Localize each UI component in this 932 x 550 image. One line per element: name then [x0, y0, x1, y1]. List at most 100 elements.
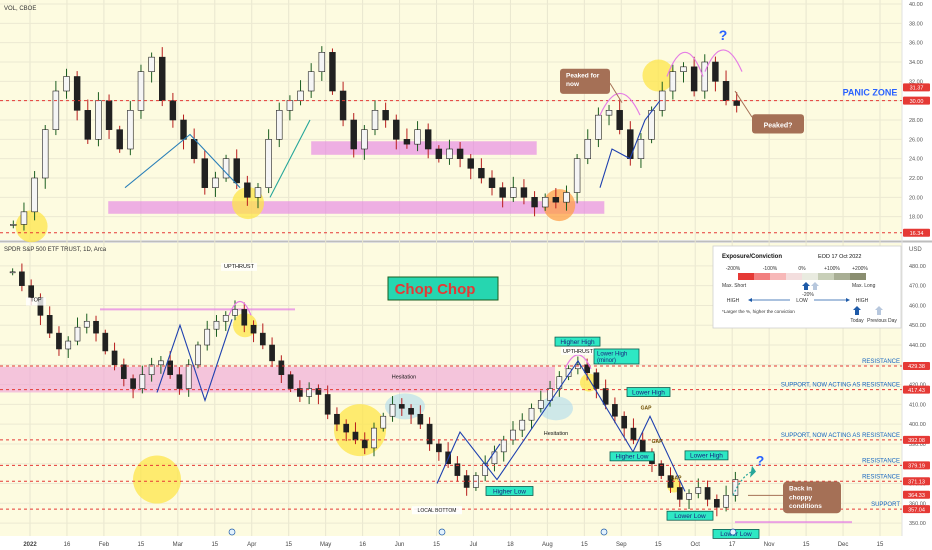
vix-candle — [254, 187, 262, 198]
support-resistance-zone — [311, 141, 537, 155]
spy-candle — [519, 419, 526, 431]
spy-candle — [361, 439, 368, 449]
price-tag-text: 379.19 — [908, 464, 925, 470]
spy-candle — [574, 364, 581, 370]
vix-candle — [510, 187, 517, 198]
time-tick-label: Feb — [99, 542, 110, 548]
vix-candle — [339, 90, 347, 121]
gap-label: GAP — [652, 439, 664, 445]
vix-price-tick-label: 18.00 — [909, 215, 923, 221]
vix-candle — [169, 100, 177, 121]
vix-candle — [424, 129, 432, 150]
price-tag-text: 357.04 — [908, 507, 925, 513]
peak-arc — [666, 52, 704, 77]
time-tick-label: 15 — [433, 542, 440, 548]
spy-price-tick-label: 410.00 — [909, 402, 926, 408]
today-legend-icon — [853, 306, 861, 315]
resistance-zone — [0, 366, 555, 393]
callout-text: conditions — [789, 503, 822, 510]
vix-candle — [573, 158, 581, 193]
time-tick-label: 18 — [507, 542, 514, 548]
hesitation-ellipse — [539, 396, 573, 421]
legend-date: EOD 17 Oct 2022 — [818, 254, 861, 260]
top-label: TOP — [30, 297, 42, 303]
vix-candle — [137, 71, 145, 111]
vix-price-tick-label: 26.00 — [909, 137, 923, 143]
vix-candle — [63, 76, 70, 92]
legend-previous-label: Previous Day — [867, 318, 897, 324]
price-tag-text: 392.08 — [908, 438, 925, 444]
vix-candle — [605, 110, 613, 116]
conviction-label: HIGH — [727, 298, 740, 304]
time-tick-label: 16 — [359, 542, 366, 548]
chop-chop-title: Chop Chop — [395, 281, 476, 298]
vix-candle — [552, 197, 560, 203]
label-backing — [26, 297, 46, 306]
spy-price-tick-label: 470.00 — [909, 284, 926, 290]
spy-candle — [621, 415, 628, 429]
peaked-for-now-callout — [560, 68, 610, 94]
time-tick-label: 15 — [285, 542, 292, 548]
vix-candle — [520, 187, 528, 198]
projection-arrow — [732, 471, 753, 496]
projection-arrowhead — [750, 465, 756, 478]
vix-pane-title: VOL, CBOE — [4, 6, 36, 12]
level-label: RESISTANCE — [862, 474, 900, 480]
level-label: RESISTANCE — [862, 458, 900, 464]
legend-scale-label: +100% — [824, 266, 840, 272]
legend-scale-label: -100% — [763, 266, 778, 272]
spy-candle — [93, 320, 99, 334]
vix-candle — [541, 197, 549, 208]
highlight-circle — [133, 455, 181, 504]
legend-right-label: Max. Long — [852, 283, 876, 289]
local-bottom-label: LOCAL BOTTOM — [418, 508, 457, 514]
vix-candle — [329, 52, 336, 92]
legend-left-label: Max. Short — [722, 283, 747, 289]
vix-candle — [307, 71, 315, 92]
legend-scale-cell — [738, 273, 754, 280]
price-tag-text: 16.34 — [910, 231, 924, 237]
level-label: SUPPORT, NOW ACTING AS RESISTANCE — [781, 383, 900, 389]
vix-candle — [148, 56, 155, 72]
peak-arc — [599, 93, 641, 116]
spy-candle — [259, 332, 266, 346]
time-tick-label: 2022 — [23, 542, 37, 548]
vix-candle — [105, 100, 113, 130]
spy-candle — [324, 394, 331, 415]
time-tick-label: Nov — [764, 542, 775, 548]
panic-zone-label: PANIC ZONE — [843, 88, 898, 98]
vix-candle — [499, 187, 506, 198]
spy-candle — [269, 344, 275, 362]
vix-candle — [595, 114, 602, 140]
hesitation-label: Hesitation — [544, 431, 568, 437]
spy-candle — [250, 324, 257, 334]
spy-candle — [28, 285, 35, 298]
label-backing — [221, 262, 257, 271]
spy-candle — [185, 364, 192, 389]
spy-candle — [630, 427, 637, 441]
spy-candle — [315, 388, 322, 395]
vix-candle — [20, 211, 28, 225]
lower-high-box-text: Lower High — [632, 389, 665, 396]
gap-label: GAP — [671, 476, 683, 482]
spy-candle — [287, 374, 294, 389]
time-axis-background[interactable] — [0, 536, 932, 550]
spy-price-tick-label: 360.00 — [909, 501, 926, 507]
event-marker-icon — [600, 528, 608, 536]
spy-candle — [204, 328, 211, 346]
vix-candle — [52, 90, 60, 130]
vix-candle — [637, 139, 645, 159]
spy-candle — [111, 350, 118, 366]
time-tick-label: Jul — [470, 542, 478, 548]
vix-candle — [276, 110, 283, 140]
spy-price-tick-label: 480.00 — [909, 264, 926, 270]
legend-scale-label: -200% — [726, 266, 741, 272]
vix-candle — [563, 192, 570, 203]
conviction-label: LOW — [796, 298, 808, 304]
spy-candle — [695, 487, 702, 494]
legend-scale-cell — [850, 273, 866, 280]
vix-candle — [265, 139, 272, 188]
spy-candle — [334, 413, 340, 425]
